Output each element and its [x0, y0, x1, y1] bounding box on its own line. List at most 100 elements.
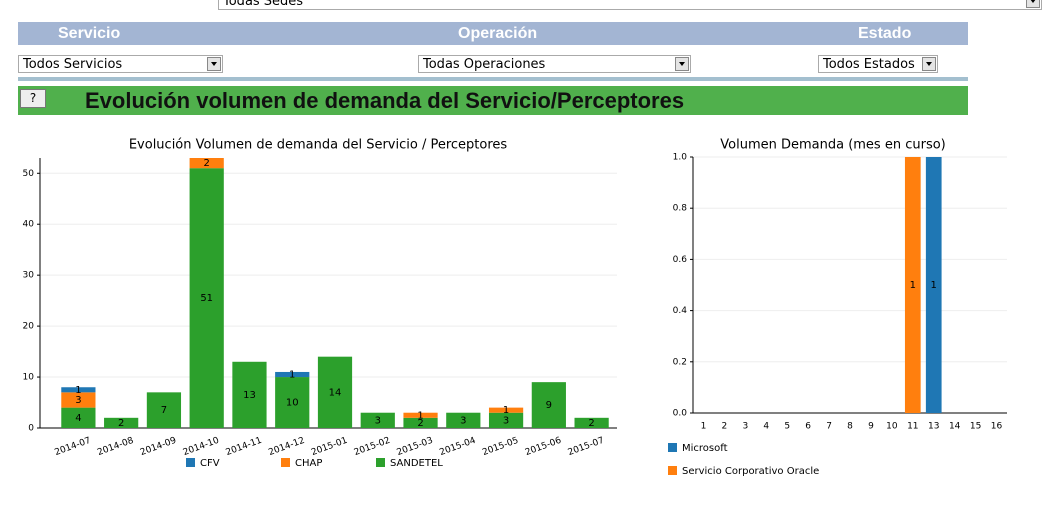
select-arrow[interactable]: [675, 57, 689, 71]
data-label: 1: [289, 370, 295, 381]
sede-select[interactable]: Todas Sedes: [218, 0, 1042, 10]
x-tick-label: 11: [907, 422, 918, 432]
bar: [317, 356, 353, 428]
legend-swatch: [186, 458, 195, 467]
y-tick-label: 0.4: [673, 306, 688, 316]
filter-select-text: Todos Servicios: [23, 57, 123, 72]
legend-swatch: [668, 466, 677, 475]
filter-select-text: Todos Estados: [823, 57, 915, 72]
x-tick-label: 2014-11: [225, 436, 264, 458]
bar: [925, 157, 942, 413]
x-tick-label: 5: [784, 422, 790, 432]
filter-header: Servicio: [58, 25, 121, 42]
sede-select-text: Todas Sedes: [223, 0, 304, 9]
bar: [232, 361, 267, 428]
bar: [488, 412, 524, 428]
y-tick-label: 40: [23, 220, 35, 230]
filter-select-text: Todas Operaciones: [423, 57, 546, 72]
filter-select[interactable]: Todas Operaciones: [418, 55, 691, 73]
x-tick-label: 13: [928, 422, 939, 432]
data-label: 2: [118, 418, 124, 429]
bar: [275, 371, 310, 378]
x-tick-label: 2015-02: [353, 436, 392, 458]
bar: [531, 382, 566, 428]
banner-title: Evolución volumen de demanda del Servici…: [85, 88, 685, 113]
data-label: 1: [503, 405, 509, 416]
bar: [104, 417, 139, 428]
x-tick-label: 2014-08: [96, 436, 135, 458]
bar: [904, 157, 921, 413]
bar: [360, 412, 395, 428]
select-arrow[interactable]: [922, 57, 936, 71]
banner: [18, 86, 968, 115]
x-tick-label: 8: [847, 422, 853, 432]
x-tick-label: 2015-06: [524, 436, 563, 458]
y-tick-label: 1.0: [673, 153, 688, 163]
select-arrow[interactable]: [1026, 0, 1040, 8]
data-label: 1: [931, 280, 937, 291]
x-tick-label: 2015-01: [310, 436, 349, 458]
y-tick-label: 0: [28, 424, 34, 434]
bar: [61, 392, 96, 408]
legend-label: Microsoft: [682, 443, 728, 454]
bar: [61, 387, 96, 393]
filter-header: Operación: [458, 25, 538, 42]
x-tick-label: 2014-12: [267, 436, 306, 458]
bar: [275, 377, 310, 428]
data-label: 13: [243, 390, 256, 401]
data-label: 1: [910, 280, 916, 291]
x-tick-label: 2014-07: [54, 436, 93, 458]
bar: [146, 392, 182, 428]
legend-label: SANDETEL: [390, 458, 443, 469]
data-label: 4: [75, 413, 81, 424]
bar: [189, 158, 224, 169]
help-button[interactable]: ?: [20, 89, 46, 108]
x-tick-label: 9: [868, 422, 874, 432]
chart-title: Evolución Volumen de demanda del Servici…: [129, 138, 508, 153]
data-label: 2: [417, 418, 423, 429]
chart-title: Volumen Demanda (mes en curso): [720, 138, 946, 153]
filter-select[interactable]: Todos Servicios: [18, 55, 223, 73]
filter-header: Estado: [858, 25, 912, 42]
data-label: 3: [75, 395, 81, 406]
x-tick-label: 2: [722, 422, 728, 432]
legend-label: CHAP: [295, 458, 322, 469]
legend-label: Servicio Corporativo Oracle: [682, 466, 819, 477]
bar: [488, 407, 524, 413]
x-tick-label: 14: [949, 422, 961, 432]
data-label: 1: [417, 410, 423, 421]
bar: [403, 412, 438, 418]
x-tick-label: 3: [742, 422, 748, 432]
y-tick-label: 30: [23, 271, 35, 281]
x-tick-label: 2015-04: [438, 436, 477, 458]
select-arrow[interactable]: [207, 57, 221, 71]
data-label: 2: [204, 158, 210, 169]
x-tick-label: 2015-07: [567, 436, 606, 458]
data-label: 3: [375, 415, 381, 426]
y-tick-label: 0.8: [673, 204, 688, 214]
y-tick-label: 0.6: [673, 255, 688, 265]
y-tick-label: 0.0: [673, 409, 688, 419]
data-label: 51: [200, 293, 213, 304]
y-tick-label: 10: [23, 373, 35, 383]
x-tick-label: 15: [970, 422, 981, 432]
filter-select[interactable]: Todos Estados: [818, 55, 938, 73]
x-tick-label: 6: [805, 422, 811, 432]
x-tick-label: 10: [886, 422, 898, 432]
bar: [61, 407, 96, 428]
legend-swatch: [281, 458, 290, 467]
data-label: 14: [329, 387, 342, 398]
legend-label: CFV: [200, 458, 220, 469]
x-tick-label: 2015-03: [396, 436, 435, 458]
x-tick-label: 16: [991, 422, 1003, 432]
y-tick-label: 20: [23, 322, 35, 332]
filter-header-bar: [18, 22, 968, 45]
data-label: 1: [75, 385, 81, 396]
y-tick-label: 50: [23, 169, 35, 179]
bar: [189, 168, 224, 429]
data-label: 9: [546, 400, 552, 411]
data-label: 7: [161, 405, 167, 416]
data-label: 10: [286, 398, 299, 409]
